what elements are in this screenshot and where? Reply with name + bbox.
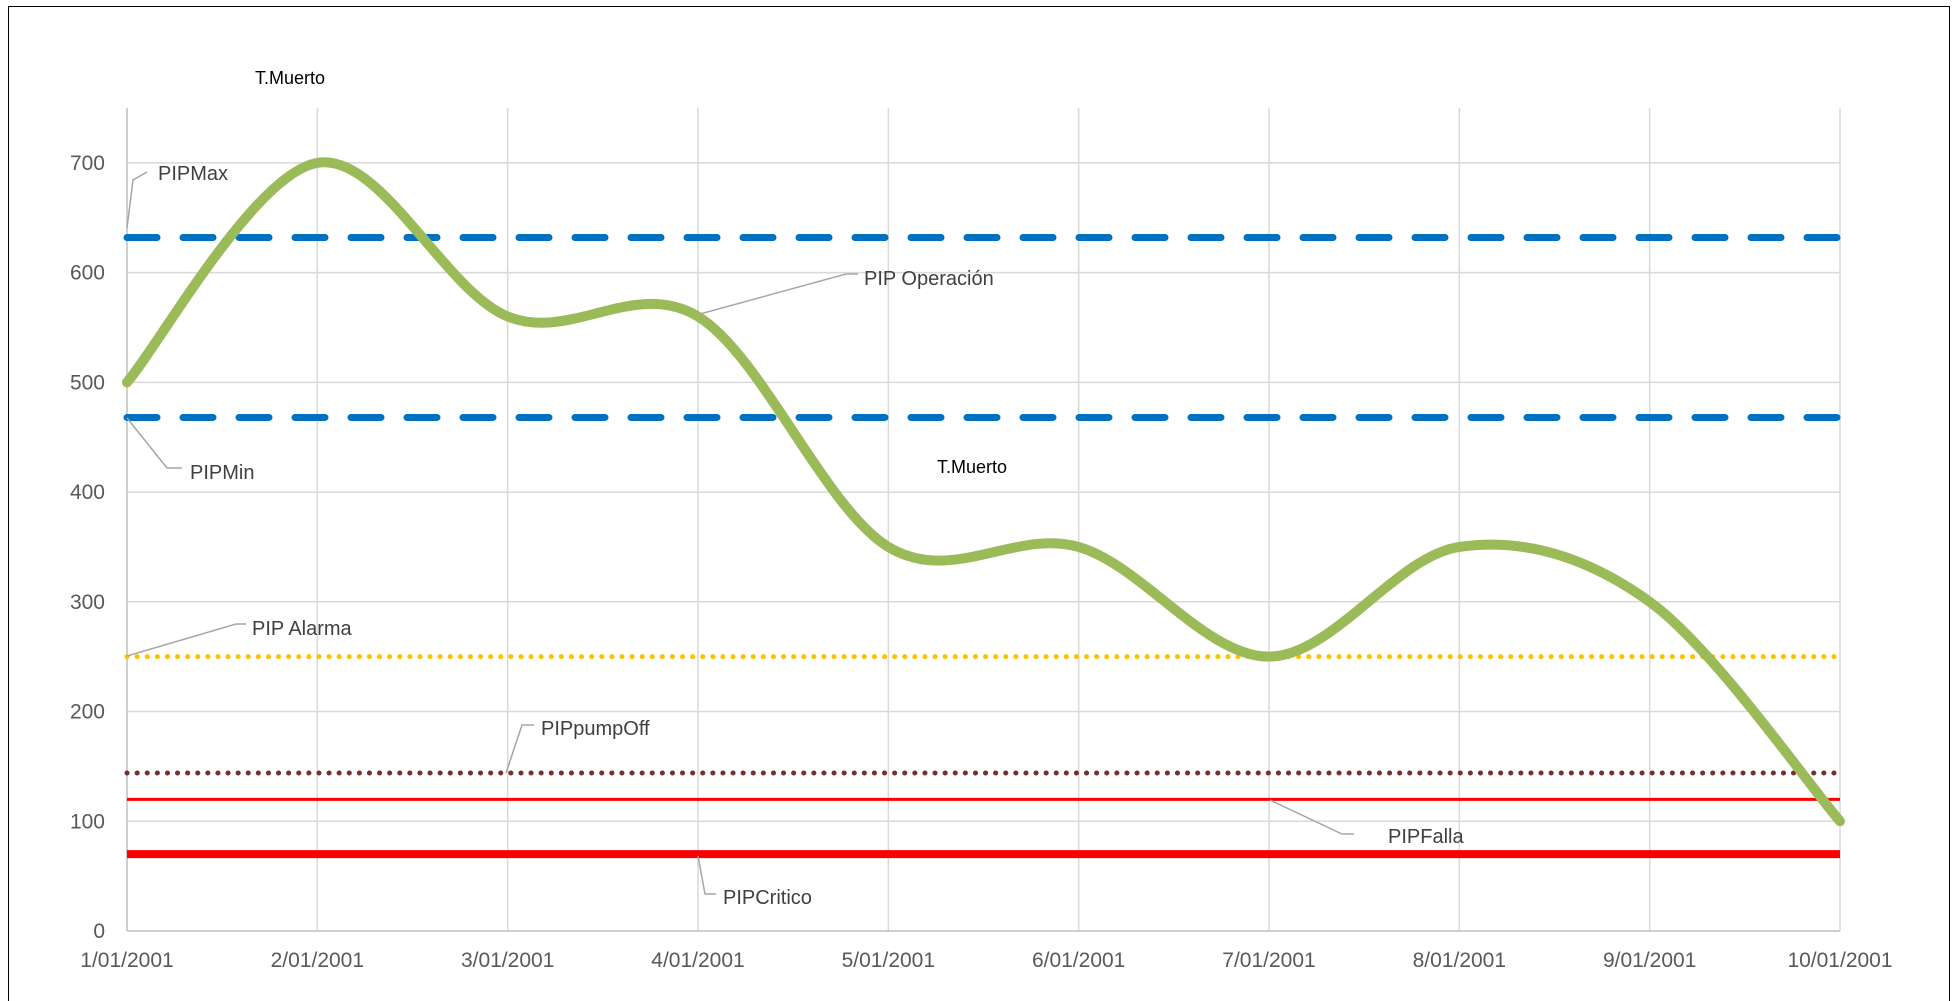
series-label-pip-alarma: PIP Alarma <box>252 618 353 640</box>
series-label-pipmin: PIPMin <box>190 462 254 484</box>
leader-line-pipfalla <box>1269 799 1354 835</box>
x-tick-label-6: 7/01/2001 <box>1222 949 1315 972</box>
y-tick-label-700: 700 <box>70 152 105 175</box>
x-tick-label-0: 1/01/2001 <box>80 949 173 972</box>
y-tick-label-300: 300 <box>70 591 105 614</box>
y-tick-label-600: 600 <box>70 262 105 285</box>
y-tick-labels: 0 100 200 300 400 500 600 700 <box>70 152 105 943</box>
label-leader-lines <box>126 171 1354 895</box>
annotation-t-muerto-2: T.Muerto <box>937 457 1007 477</box>
series-lines <box>122 157 1845 859</box>
y-tick-label-500: 500 <box>70 371 105 394</box>
x-tick-label-5: 6/01/2001 <box>1032 949 1125 972</box>
y-tick-label-100: 100 <box>70 810 105 833</box>
x-tick-label-3: 4/01/2001 <box>651 949 744 972</box>
leader-line-pippumpoff <box>505 724 534 774</box>
x-tick-label-4: 5/01/2001 <box>842 949 935 972</box>
leader-line-pip-alarma <box>126 623 246 657</box>
leader-line-pipmax <box>126 171 148 229</box>
leader-line-pipcritico <box>697 855 716 895</box>
x-tick-label-2: 3/01/2001 <box>461 949 554 972</box>
series-label-pipmax: PIPMax <box>158 163 228 185</box>
chart-frame <box>8 6 1950 1001</box>
leader-line-pip-operaci-n <box>699 273 858 315</box>
axes <box>126 108 1840 932</box>
series-label-pipcritico: PIPCritico <box>723 887 812 909</box>
y-tick-label-0: 0 <box>93 920 105 943</box>
y-tick-label-400: 400 <box>70 481 105 504</box>
x-tick-label-1: 2/01/2001 <box>271 949 364 972</box>
x-tick-label-9: 10/01/2001 <box>1787 949 1892 972</box>
leader-line-pipmin <box>126 417 182 469</box>
x-tick-label-8: 9/01/2001 <box>1603 949 1696 972</box>
series-label-pip-operaci-n: PIP Operación <box>864 268 994 290</box>
series-label-pipfalla: PIPFalla <box>1388 826 1464 848</box>
y-tick-label-200: 200 <box>70 701 105 724</box>
series-labels: PIP Operación PIPMax PIPMin PIP Alarma PIPpu… <box>158 163 1464 909</box>
annotations: T.Muerto T.Muerto <box>255 68 1007 477</box>
x-tick-labels: 1/01/2001 2/01/2001 3/01/2001 4/01/2001 5/01… <box>80 949 1892 972</box>
series-line-pip-operaci-n <box>122 157 1845 827</box>
series-label-pippumpoff: PIPpumpOff <box>541 718 650 740</box>
horizontal-gridlines <box>127 162 1840 823</box>
vertical-gridlines <box>316 108 1841 931</box>
annotation-t-muerto-1: T.Muerto <box>255 68 325 88</box>
x-tick-label-7: 8/01/2001 <box>1413 949 1506 972</box>
